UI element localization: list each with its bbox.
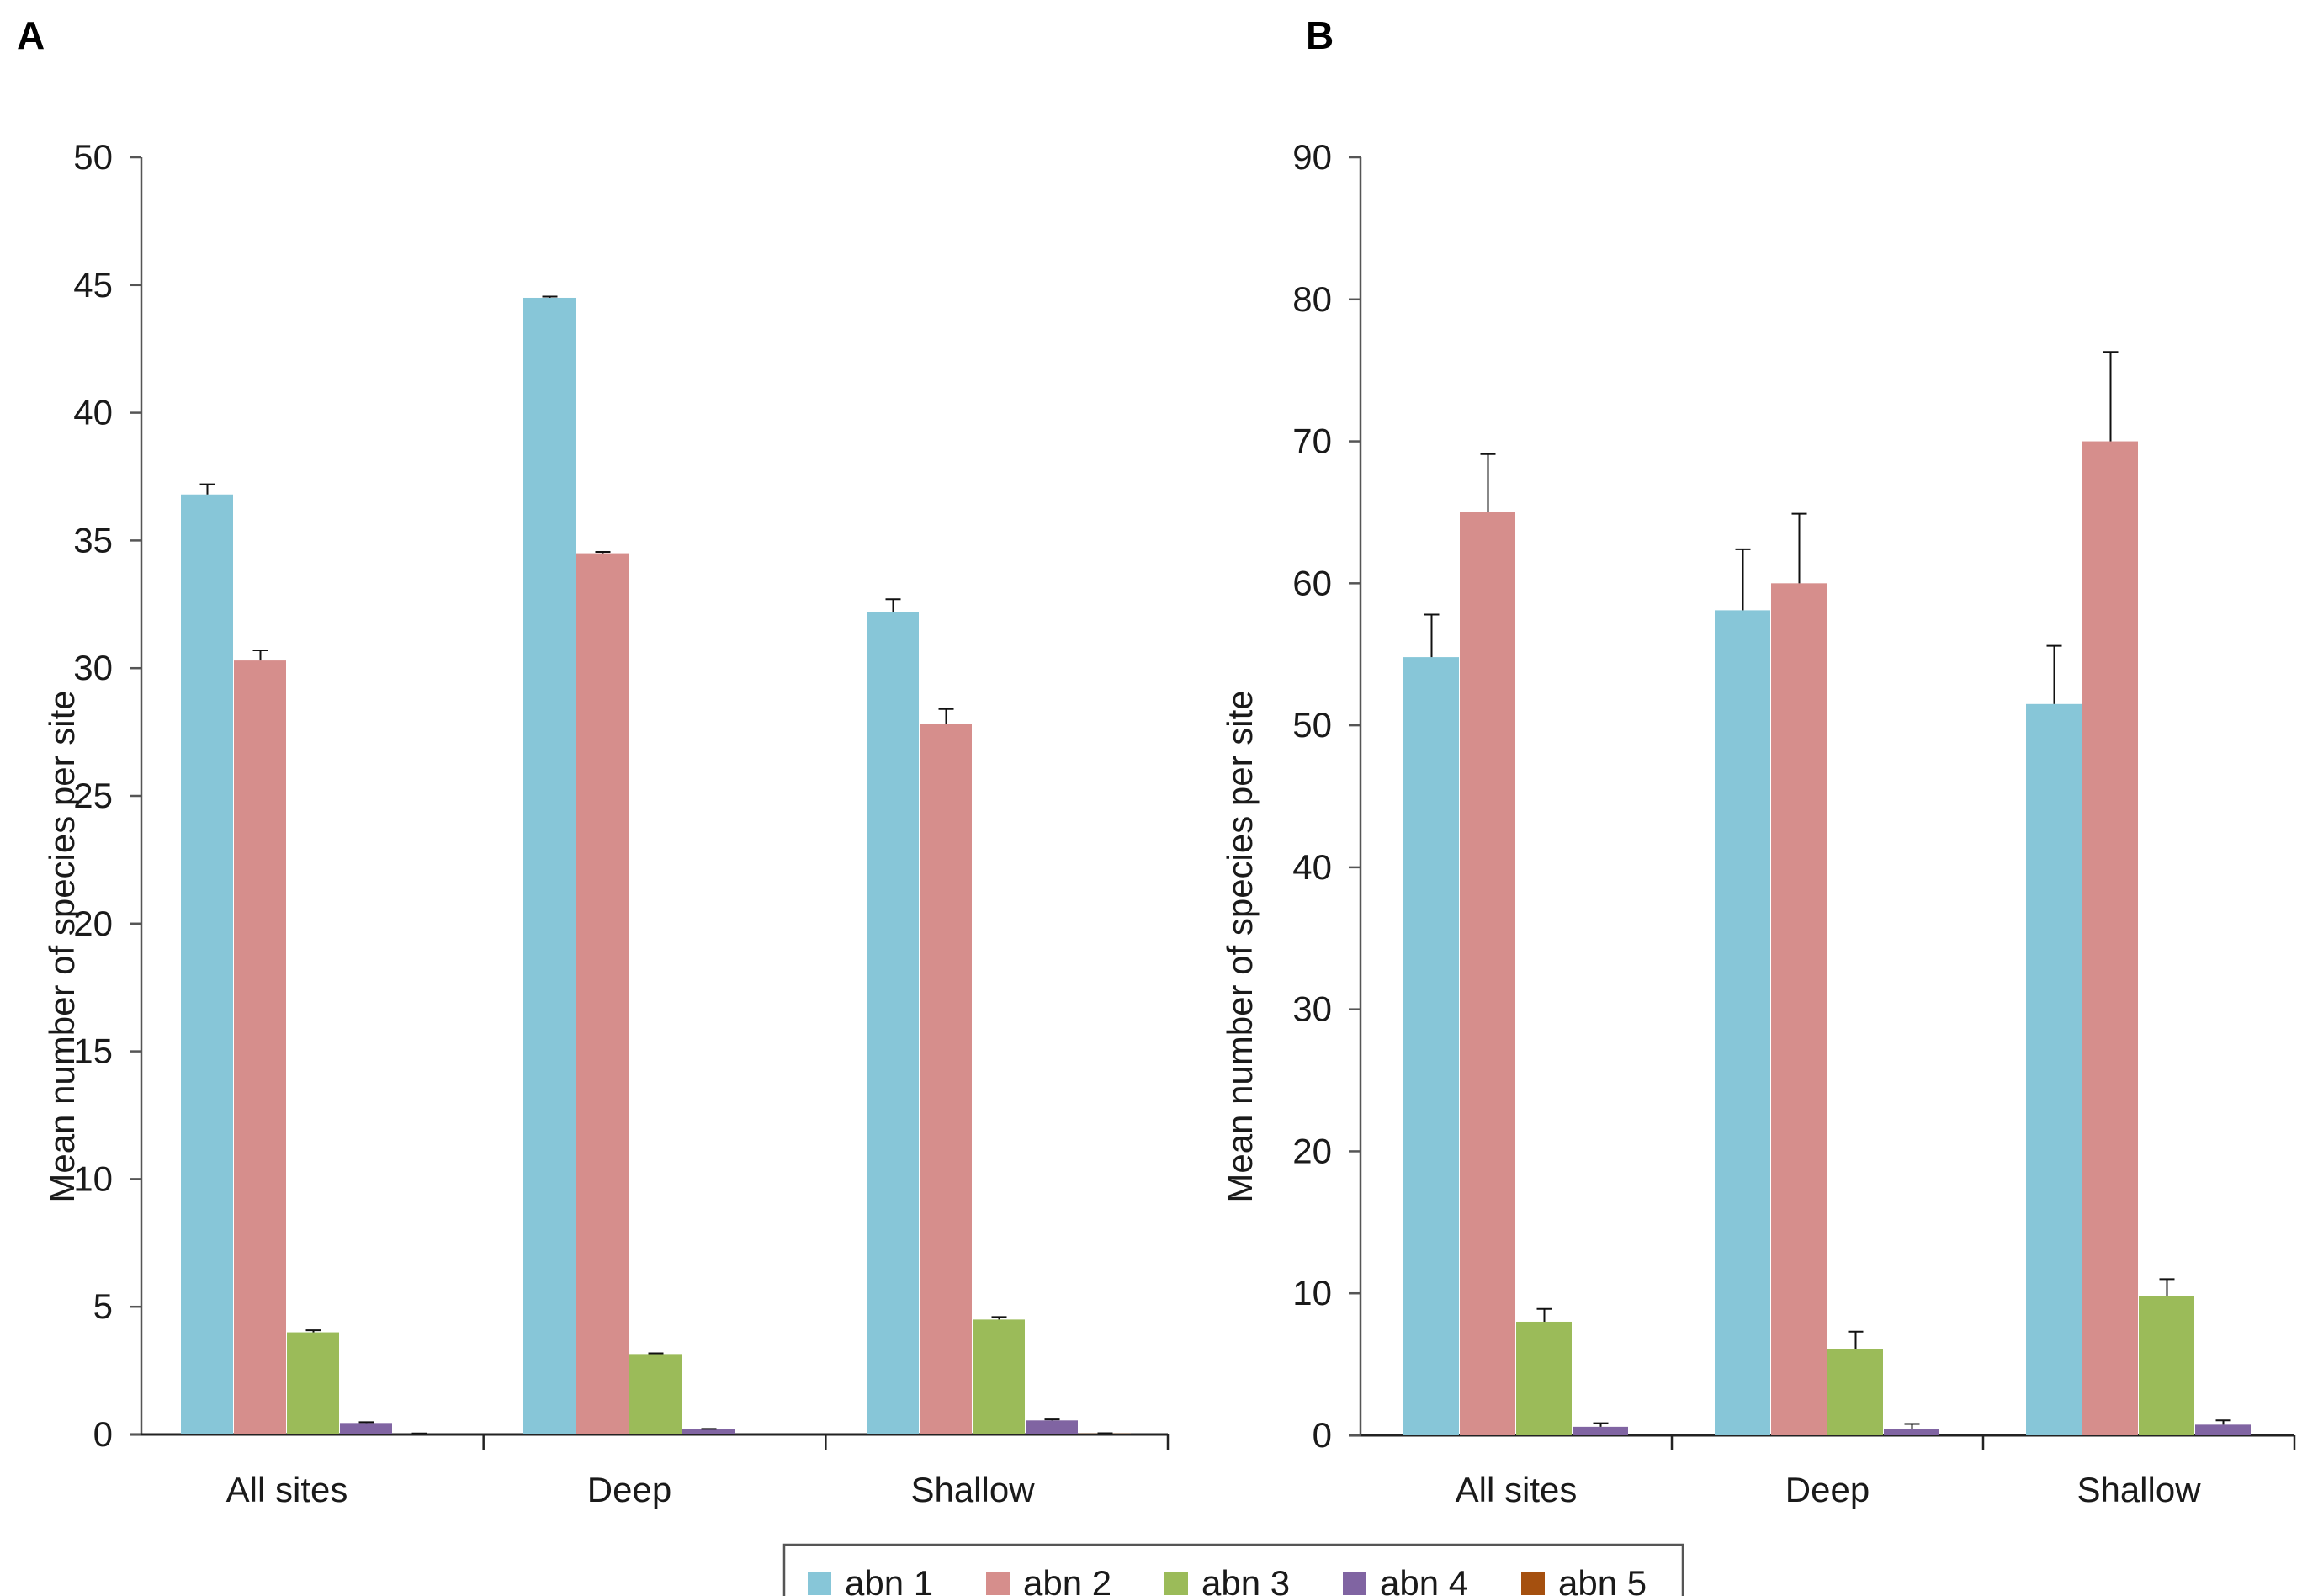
panel-b-bar-abn1-shallow (2026, 703, 2082, 1435)
panel-b-chart: B Mean number of species per site 0 10 20 3… (1220, 13, 2296, 1509)
panel-b-bar-abn4-deep (1884, 1429, 1939, 1435)
panel-b-y-tick-label: 70 (1292, 422, 1332, 461)
panel-a-y-tick-label: 45 (73, 265, 113, 305)
panel-b-y-tick-label: 0 (1313, 1415, 1332, 1455)
panel-a-y-tick-label: 20 (73, 904, 113, 943)
panel-a-error-bars (199, 295, 1113, 1434)
legend-swatch-abn3 (1164, 1572, 1188, 1595)
panel-b-y-tick-label: 10 (1292, 1273, 1332, 1312)
panel-a-y-ticks: 0 5 10 15 20 25 30 35 40 45 50 (73, 137, 141, 1454)
panel-b-x-label-all-sites: All sites (1456, 1470, 1578, 1509)
panel-b-bars (1403, 441, 2251, 1435)
legend-label-abn1: abn 1 (845, 1563, 933, 1596)
legend-label-abn4: abn 4 (1380, 1563, 1468, 1596)
panel-b-bar-abn3-all-sites (1516, 1321, 1572, 1435)
legend-label-abn3: abn 3 (1201, 1563, 1290, 1596)
legend: abn 1 abn 2 abn 3 abn 4 abn 5 (782, 1543, 1684, 1596)
panel-a-bars (181, 297, 1131, 1435)
panel-b-error-bars (1424, 351, 2231, 1429)
panel-a-y-tick-label: 15 (73, 1031, 113, 1071)
panel-a-y-tick-label: 5 (93, 1286, 113, 1326)
panel-a-y-tick-label: 0 (93, 1414, 113, 1454)
panel-a-x-label-shallow: Shallow (910, 1470, 1035, 1509)
panel-b-x-label-deep: Deep (1785, 1470, 1870, 1509)
panel-b-y-tick-label: 60 (1292, 563, 1332, 602)
panel-a-chart: A Mean number of species per site 0 5 10 15… (17, 13, 1170, 1509)
panel-b-bar-abn3-deep (1827, 1349, 1883, 1435)
legend-label-abn5: abn 5 (1558, 1563, 1647, 1596)
panel-a-x-label-all-sites: All sites (226, 1470, 348, 1509)
panel-b-y-tick-label: 40 (1292, 847, 1332, 887)
legend-swatch-abn4 (1343, 1572, 1366, 1595)
panel-b-y-ticks: 0 10 20 30 40 50 60 70 80 90 (1292, 137, 1361, 1455)
panel-a-x-labels: All sites Deep Shallow (226, 1470, 1036, 1509)
panel-a-y-tick-label: 30 (73, 648, 113, 687)
legend-swatch-abn1 (808, 1572, 831, 1595)
panel-b-y-tick-label: 30 (1292, 989, 1332, 1029)
panel-b-bar-abn3-shallow (2139, 1296, 2194, 1435)
panel-a-bar-abn1-all-sites (181, 494, 233, 1435)
panel-b-y-tick-label: 80 (1292, 279, 1332, 319)
panel-a-bar-abn3-all-sites (287, 1332, 339, 1434)
panel-a-bar-abn1-deep (523, 297, 576, 1435)
panel-a-x-label-deep: Deep (587, 1470, 671, 1509)
panel-b-y-tick-label: 90 (1292, 137, 1332, 177)
panel-a-bar-abn4-all-sites (340, 1423, 392, 1434)
panel-b-bar-abn2-deep (1771, 583, 1827, 1435)
panel-b-y-tick-label: 20 (1292, 1131, 1332, 1170)
legend-label-abn2: abn 2 (1023, 1563, 1111, 1596)
panel-a-y-tick-label: 50 (73, 137, 113, 177)
panel-a-bar-abn2-all-sites (234, 660, 286, 1434)
panel-b-y-tick-label: 50 (1292, 705, 1332, 745)
panel-b-bar-abn1-deep (1715, 610, 1770, 1435)
legend-swatch-abn5 (1521, 1572, 1545, 1595)
panel-a-bar-abn3-deep (629, 1354, 682, 1434)
panel-b-x-labels: All sites Deep Shallow (1456, 1470, 2202, 1509)
panel-a-y-tick-label: 10 (73, 1159, 113, 1198)
panel-a-bar-abn2-deep (576, 553, 629, 1434)
panel-a-bar-abn2-shallow (920, 724, 972, 1434)
panel-a-bar-abn3-shallow (973, 1319, 1025, 1434)
legend-swatch-abn2 (986, 1572, 1010, 1595)
panel-a-y-axis-title: Mean number of species per site (42, 690, 82, 1202)
panel-a-bar-abn1-shallow (867, 612, 919, 1434)
panel-b-bar-abn1-all-sites (1403, 657, 1459, 1435)
panel-b-bar-abn2-all-sites (1460, 512, 1515, 1435)
panel-b-bar-abn4-shallow (2195, 1424, 2251, 1435)
panel-b-bar-abn4-all-sites (1573, 1426, 1628, 1435)
panel-a-bar-abn4-deep (682, 1429, 735, 1434)
panel-b-bar-abn2-shallow (2082, 441, 2138, 1435)
panel-a-bar-abn4-shallow (1026, 1420, 1078, 1434)
panel-a-y-tick-label: 40 (73, 393, 113, 432)
panel-b-letter: B (1306, 13, 1334, 57)
panel-a-letter: A (17, 13, 45, 57)
panel-a-y-tick-label: 25 (73, 776, 113, 815)
panel-b-y-axis-title: Mean number of species per site (1220, 690, 1260, 1202)
legend-items: abn 1 abn 2 abn 3 abn 4 abn 5 (808, 1563, 1647, 1596)
panel-a-y-tick-label: 35 (73, 520, 113, 559)
panel-b-x-label-shallow: Shallow (2077, 1470, 2201, 1509)
